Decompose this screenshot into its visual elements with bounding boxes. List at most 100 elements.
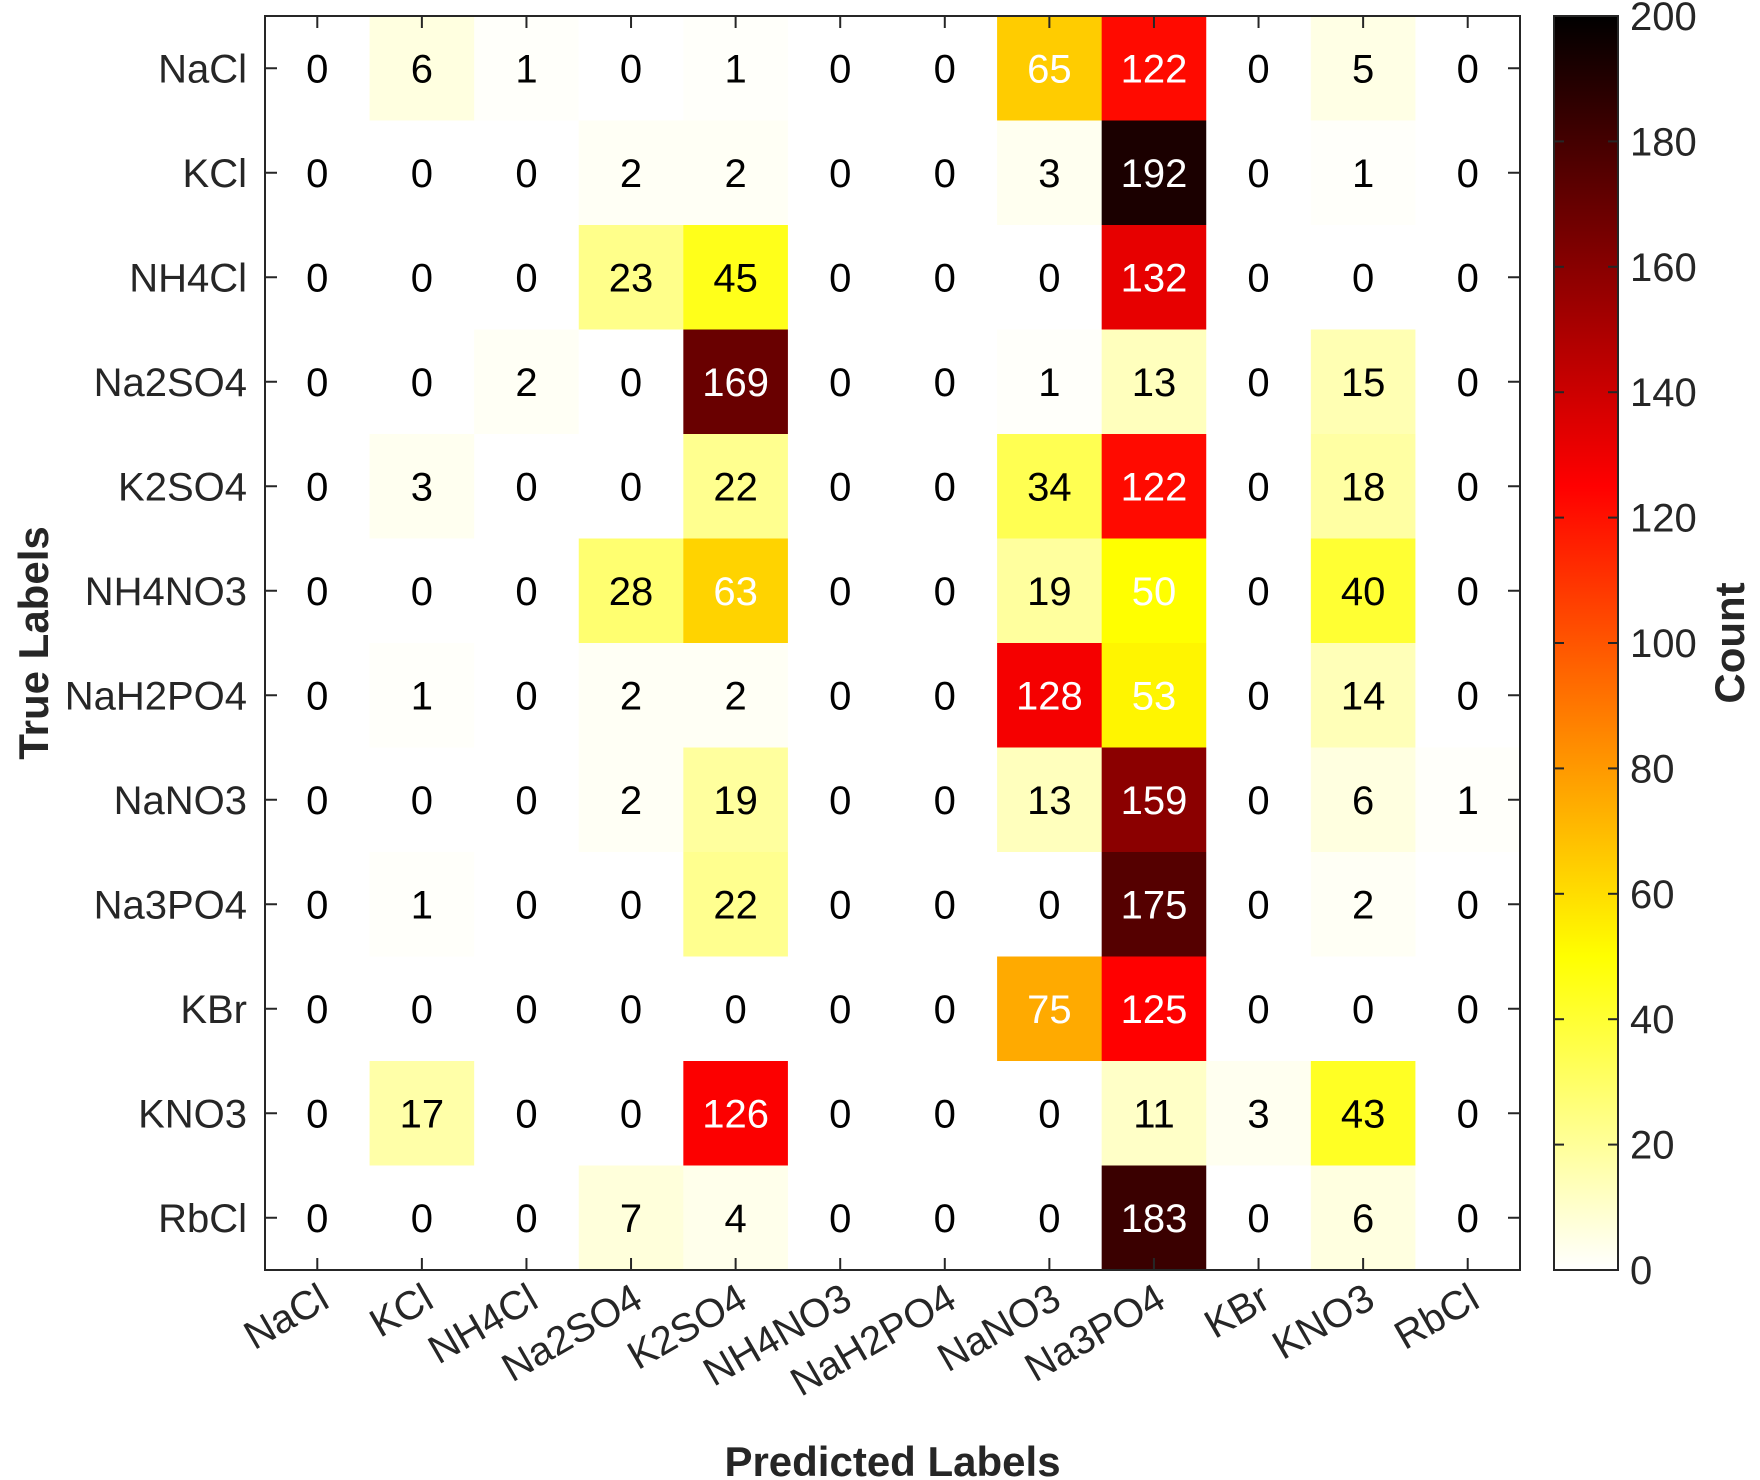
- heatmap-cell: [1206, 225, 1312, 331]
- heatmap-cell: [892, 16, 998, 122]
- cell-value-label: 0: [411, 361, 433, 405]
- heatmap-cell: [1101, 852, 1207, 958]
- heatmap-cell: [787, 643, 894, 749]
- cell-value-label: 0: [934, 256, 956, 300]
- cell-value-label: 0: [1247, 152, 1269, 196]
- colorbar-tick-label: 160: [1630, 246, 1697, 290]
- heatmap-cell: [474, 329, 580, 435]
- cell-value-label: 0: [829, 1197, 851, 1241]
- cell-value-label: 34: [1027, 465, 1072, 509]
- y-tick-label: Na2SO4: [94, 361, 247, 405]
- heatmap-cell: [1415, 747, 1521, 853]
- heatmap-cell: [997, 1061, 1103, 1167]
- cell-value-label: 17: [400, 1092, 445, 1136]
- cell-value-label: 175: [1121, 883, 1188, 927]
- cell-value-label: 0: [1247, 570, 1269, 614]
- heatmap-cell: [787, 956, 894, 1062]
- heatmap-cell: [369, 1165, 475, 1271]
- heatmap-cell: [265, 434, 371, 540]
- cell-value-label: 1: [1352, 152, 1374, 196]
- cell-value-label: 1: [1038, 361, 1060, 405]
- cell-value-label: 1: [411, 674, 433, 718]
- heatmap-cell: [1415, 643, 1521, 749]
- colorbar: 0 20 40 60 80 100 120 140 160 180 200: [1553, 0, 1697, 1293]
- cell-value-label: 0: [306, 883, 328, 927]
- x-axis-title: Predicted Labels: [724, 1438, 1060, 1480]
- heatmap-cell: [892, 329, 998, 435]
- cell-value-label: 0: [1457, 1092, 1479, 1136]
- heatmap-cell: [1415, 852, 1521, 958]
- cell-value-label: 2: [620, 152, 642, 196]
- heatmap-cell: [1415, 120, 1521, 226]
- heatmap-cell: [892, 956, 998, 1062]
- heatmap-cells: [265, 16, 1521, 1271]
- cell-value-label: 0: [829, 570, 851, 614]
- heatmap-cell: [369, 329, 475, 435]
- heatmap-cell: [1415, 434, 1521, 540]
- heatmap-cell: [787, 538, 894, 644]
- colorbar-tick-label: 120: [1630, 497, 1697, 541]
- heatmap-cell: [683, 747, 789, 853]
- heatmap-cell: [1101, 956, 1207, 1062]
- cell-value-label: 0: [306, 779, 328, 823]
- cell-value-labels: 0 6 1 0 1 0 0 65 122 0 5 00 0 0 2 2 0 0 3 192 0 1 00 0 0 23 45 0 0 0 1…: [306, 47, 1479, 1241]
- cell-value-label: 0: [829, 988, 851, 1032]
- heatmap-cell: [683, 956, 789, 1062]
- cell-value-label: 0: [515, 779, 537, 823]
- cell-value-label: 75: [1027, 988, 1072, 1032]
- cell-value-label: 0: [306, 570, 328, 614]
- heatmap-cell: [787, 434, 894, 540]
- heatmap-cell: [892, 747, 998, 853]
- heatmap-cell: [1206, 538, 1312, 644]
- cell-value-label: 6: [411, 47, 433, 91]
- heatmap-cell: [369, 120, 475, 226]
- heatmap-cell: [683, 852, 789, 958]
- cell-value-label: 0: [306, 674, 328, 718]
- y-tick-label: Na3PO4: [94, 883, 247, 927]
- cell-value-label: 0: [515, 674, 537, 718]
- heatmap-cell: [997, 747, 1103, 853]
- heatmap-cell: [1310, 120, 1417, 226]
- x-tick-label: KBr: [1197, 1276, 1277, 1347]
- plot-frame: [264, 15, 1521, 1271]
- colorbar-tick-label: 40: [1630, 998, 1675, 1042]
- colorbar-tick-label: 60: [1630, 873, 1675, 917]
- cell-value-label: 0: [934, 883, 956, 927]
- cell-value-label: 11: [1133, 1092, 1175, 1136]
- heatmap-cell: [997, 852, 1103, 958]
- cell-value-label: 0: [934, 152, 956, 196]
- cell-value-label: 0: [411, 1197, 433, 1241]
- cell-value-label: 2: [725, 674, 747, 718]
- heatmap-cell: [1206, 1061, 1312, 1167]
- heatmap-cell: [787, 329, 894, 435]
- cell-value-label: 0: [1457, 570, 1479, 614]
- y-tick-label: NH4Cl: [129, 256, 247, 300]
- heatmap-cell: [1101, 16, 1207, 122]
- heatmap-cell: [578, 1165, 684, 1271]
- heatmap-cell: [474, 643, 580, 749]
- y-axis-title: True Labels: [10, 526, 57, 759]
- heatmap-cell: [892, 1165, 998, 1271]
- heatmap-cell: [369, 225, 475, 331]
- colorbar-tick-label: 20: [1630, 1124, 1675, 1168]
- cell-value-label: 0: [515, 152, 537, 196]
- cell-value-label: 0: [1457, 883, 1479, 927]
- heatmap-cell: [1206, 120, 1312, 226]
- x-tick-label: KNO3: [1265, 1276, 1381, 1369]
- cell-value-label: 0: [934, 674, 956, 718]
- heatmap-cell: [1310, 225, 1417, 331]
- colorbar-tick-label: 180: [1630, 120, 1697, 164]
- cell-value-label: 0: [1038, 256, 1060, 300]
- heatmap-cell: [474, 1165, 580, 1271]
- cell-value-label: 0: [515, 256, 537, 300]
- heatmap-cell: [1415, 329, 1521, 435]
- heatmap-cell: [578, 852, 684, 958]
- heatmap-cell: [265, 1165, 371, 1271]
- y-tick-label: K2SO4: [118, 465, 247, 509]
- heatmap-cell: [578, 329, 684, 435]
- heatmap-cell: [997, 16, 1103, 122]
- heatmap-cell: [683, 643, 789, 749]
- heatmap-cell: [787, 747, 894, 853]
- cell-value-label: 0: [620, 47, 642, 91]
- heatmap-cell: [578, 434, 684, 540]
